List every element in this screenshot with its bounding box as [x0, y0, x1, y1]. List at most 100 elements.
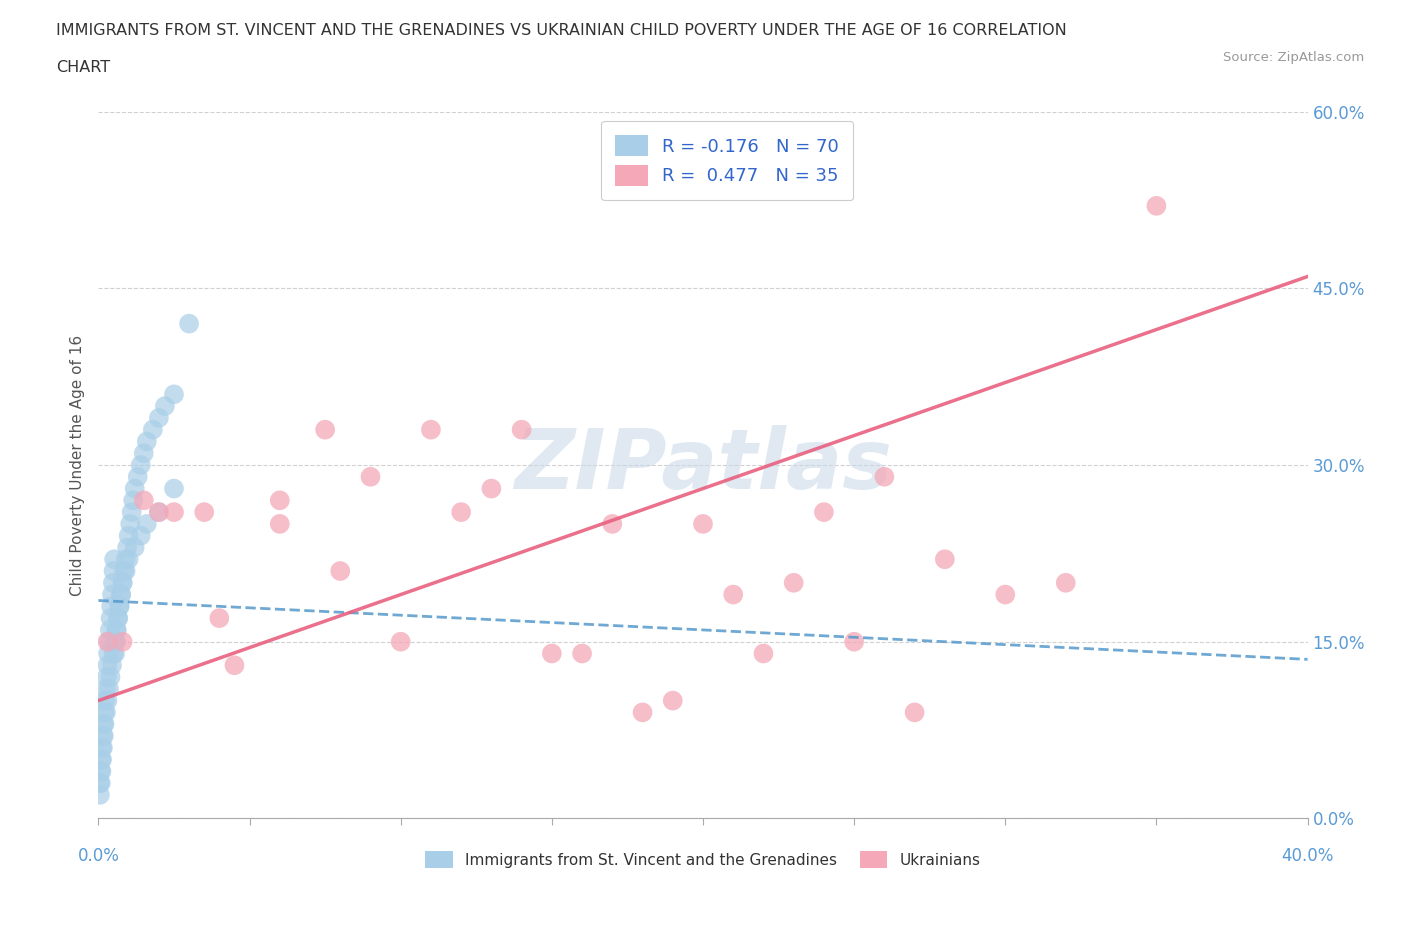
- Point: [723, 587, 745, 602]
- Point: [111, 634, 134, 649]
- Point: [813, 505, 835, 520]
- Point: [114, 564, 136, 578]
- Point: [1054, 576, 1077, 591]
- Point: [98, 634, 121, 649]
- Point: [103, 646, 125, 661]
- Text: 0.0%: 0.0%: [77, 846, 120, 865]
- Point: [783, 576, 806, 591]
- Point: [224, 658, 246, 672]
- Point: [163, 387, 186, 402]
- Point: [103, 564, 125, 578]
- Point: [208, 611, 231, 626]
- Point: [120, 516, 142, 531]
- Point: [101, 587, 124, 602]
- Text: CHART: CHART: [56, 60, 110, 75]
- Point: [90, 776, 112, 790]
- Point: [111, 576, 134, 591]
- Point: [100, 670, 122, 684]
- Point: [329, 564, 352, 578]
- Text: ZIPatlas: ZIPatlas: [515, 424, 891, 506]
- Point: [107, 611, 129, 626]
- Point: [98, 682, 121, 697]
- Point: [142, 422, 165, 437]
- Point: [93, 717, 115, 732]
- Point: [994, 587, 1017, 602]
- Point: [360, 470, 382, 485]
- Point: [148, 410, 170, 425]
- Point: [148, 505, 170, 520]
- Point: [101, 576, 124, 591]
- Point: [118, 551, 141, 566]
- Point: [101, 658, 124, 672]
- Point: [129, 528, 152, 543]
- Point: [100, 611, 122, 626]
- Point: [571, 646, 593, 661]
- Point: [104, 646, 127, 661]
- Point: [124, 540, 146, 555]
- Point: [481, 481, 503, 496]
- Point: [100, 599, 122, 614]
- Point: [129, 458, 152, 472]
- Point: [90, 764, 112, 778]
- Point: [107, 611, 129, 626]
- Point: [96, 634, 118, 649]
- Point: [135, 434, 157, 449]
- Point: [163, 505, 186, 520]
- Point: [97, 646, 120, 661]
- Text: Source: ZipAtlas.com: Source: ZipAtlas.com: [1223, 51, 1364, 64]
- Point: [94, 682, 117, 697]
- Point: [752, 646, 775, 661]
- Point: [105, 622, 128, 637]
- Point: [904, 705, 927, 720]
- Point: [450, 505, 472, 520]
- Point: [631, 705, 654, 720]
- Point: [103, 551, 125, 566]
- Point: [118, 528, 141, 543]
- Point: [602, 516, 624, 531]
- Point: [163, 481, 186, 496]
- Point: [114, 551, 136, 566]
- Point: [132, 445, 155, 460]
- Point: [148, 505, 170, 520]
- Point: [90, 764, 112, 778]
- Point: [540, 646, 562, 661]
- Point: [193, 505, 215, 520]
- Point: [269, 493, 291, 508]
- Point: [91, 740, 114, 755]
- Point: [111, 576, 134, 591]
- Point: [420, 422, 443, 437]
- Point: [94, 693, 117, 708]
- Point: [692, 516, 714, 531]
- Point: [104, 634, 127, 649]
- Point: [96, 670, 118, 684]
- Point: [269, 516, 291, 531]
- Text: IMMIGRANTS FROM ST. VINCENT AND THE GRENADINES VS UKRAINIAN CHILD POVERTY UNDER : IMMIGRANTS FROM ST. VINCENT AND THE GREN…: [56, 23, 1067, 38]
- Point: [179, 316, 201, 331]
- Point: [124, 481, 146, 496]
- Point: [122, 493, 145, 508]
- Point: [98, 622, 121, 637]
- Point: [93, 717, 115, 732]
- Point: [93, 728, 115, 743]
- Point: [110, 587, 132, 602]
- Point: [89, 776, 111, 790]
- Point: [104, 634, 127, 649]
- Y-axis label: Child Poverty Under the Age of 16: Child Poverty Under the Age of 16: [70, 335, 86, 595]
- Point: [844, 634, 866, 649]
- Point: [112, 564, 135, 578]
- Point: [96, 658, 118, 672]
- Text: 40.0%: 40.0%: [1281, 846, 1334, 865]
- Point: [105, 622, 128, 637]
- Point: [132, 493, 155, 508]
- Point: [108, 599, 131, 614]
- Point: [93, 705, 115, 720]
- Point: [108, 599, 131, 614]
- Point: [110, 587, 132, 602]
- Point: [153, 399, 176, 414]
- Point: [661, 693, 683, 708]
- Point: [135, 516, 157, 531]
- Point: [115, 540, 138, 555]
- Point: [121, 505, 143, 520]
- Point: [1146, 198, 1168, 213]
- Point: [934, 551, 956, 566]
